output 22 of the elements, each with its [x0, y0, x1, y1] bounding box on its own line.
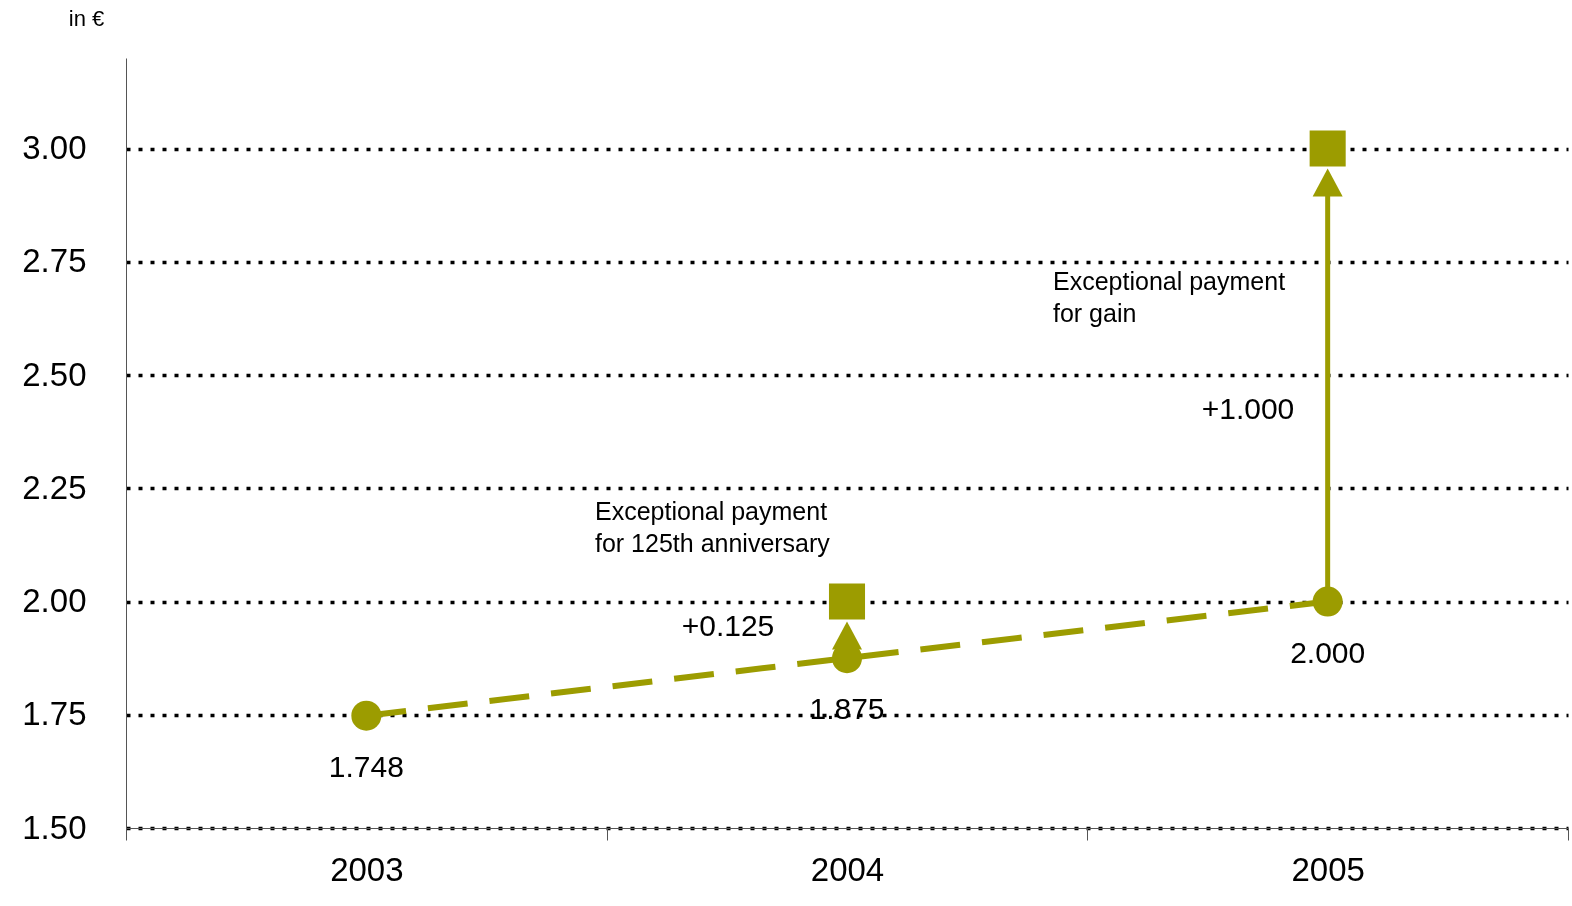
y-tick-label: 1.75	[22, 695, 87, 733]
annotation: +0.125	[681, 609, 775, 642]
x-tick-label: 2005	[1291, 850, 1365, 888]
data-label: 1.748	[328, 749, 404, 783]
y-tick-label: 1.50	[22, 808, 87, 846]
point	[828, 583, 866, 620]
data-label: 2.000	[1290, 635, 1366, 669]
annotation: Exceptional payment for gain	[1053, 267, 1286, 327]
y-tick-label: 2.75	[22, 242, 87, 280]
annotation: +1.000	[1201, 392, 1295, 425]
point	[351, 700, 382, 731]
x-tick-label: 2004	[810, 850, 885, 888]
y-tick-label: 2.50	[22, 355, 87, 393]
point	[1312, 586, 1343, 617]
data-label: 1.875	[809, 692, 885, 726]
y-tick-label: 3.00	[22, 129, 87, 167]
y-tick-label: 2.25	[22, 468, 87, 506]
y-axis-title: in €	[68, 5, 105, 31]
annotation: Exceptional payment for 125th anniversary	[595, 497, 831, 557]
x-tick-label: 2003	[330, 850, 404, 888]
y-tick-label: 2.00	[22, 582, 87, 620]
point	[1309, 130, 1346, 167]
